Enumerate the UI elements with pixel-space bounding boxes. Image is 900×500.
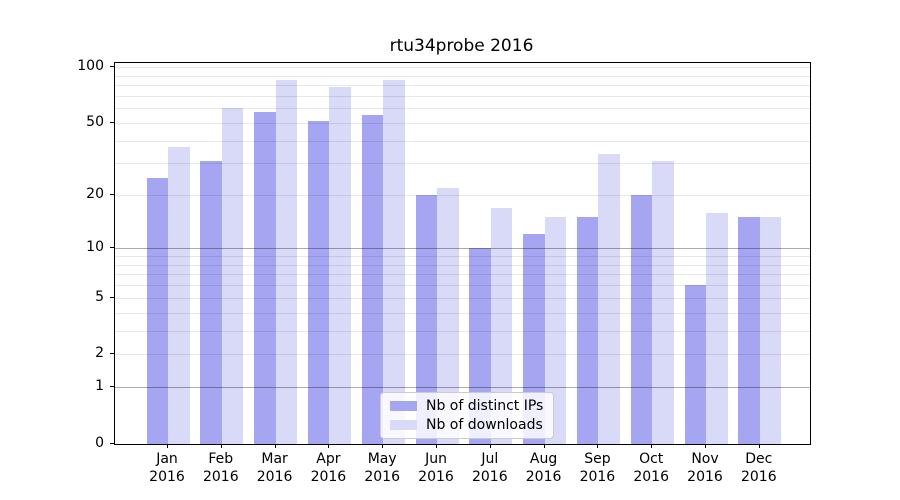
legend-label-distinct-ips: Nb of distinct IPs bbox=[426, 398, 544, 414]
chart-title: rtu34probe 2016 bbox=[389, 36, 534, 56]
bar-sep-downloads bbox=[598, 153, 620, 444]
x-tick-sep bbox=[597, 444, 599, 448]
x-tick-label-jul: Jul 2016 bbox=[471, 451, 508, 485]
y-tick-1 bbox=[110, 386, 114, 388]
y-tick-5 bbox=[110, 296, 114, 298]
x-tick-label-oct: Oct 2016 bbox=[633, 451, 669, 485]
x-tick-dec bbox=[758, 444, 760, 448]
gridline-4 bbox=[115, 312, 810, 314]
gridline-80 bbox=[115, 85, 810, 86]
bar-nov-distinct-ips bbox=[684, 285, 706, 444]
legend: Nb of distinct IPs Nb of downloads bbox=[380, 392, 555, 439]
x-tick-apr bbox=[328, 444, 330, 448]
gridline-60 bbox=[115, 108, 810, 110]
x-tick-jan bbox=[167, 444, 168, 448]
x-tick-label-nov: Nov 2016 bbox=[687, 451, 723, 485]
bar-jan-downloads bbox=[168, 146, 190, 444]
y-tick-label-0: 0 bbox=[95, 435, 104, 451]
bar-dec-distinct-ips bbox=[738, 217, 760, 444]
legend-swatch-distinct-ips bbox=[390, 401, 417, 411]
bar-apr-distinct-ips bbox=[307, 121, 330, 444]
bar-mar-distinct-ips bbox=[254, 112, 276, 444]
x-tick-aug bbox=[543, 444, 545, 448]
y-tick-2 bbox=[110, 353, 114, 355]
bar-jan-distinct-ips bbox=[146, 177, 168, 444]
y-tick-20 bbox=[110, 194, 114, 196]
gridline-10 bbox=[115, 248, 810, 250]
x-tick-label-sep: Sep 2016 bbox=[579, 451, 616, 485]
gridline-90 bbox=[115, 75, 810, 77]
y-tick-label-100: 100 bbox=[77, 57, 104, 74]
x-tick-oct bbox=[651, 444, 653, 448]
gridline-100 bbox=[115, 66, 810, 68]
legend-item-distinct-ips: Nb of distinct IPs bbox=[390, 398, 543, 414]
legend-swatch-downloads bbox=[390, 420, 417, 430]
bar-may-downloads bbox=[383, 80, 405, 444]
x-tick-label-jun: Jun 2016 bbox=[418, 451, 454, 485]
x-tick-label-apr: Apr 2016 bbox=[310, 451, 347, 485]
x-tick-label-dec: Dec 2016 bbox=[740, 451, 777, 485]
bar-aug-distinct-ips bbox=[523, 234, 545, 444]
y-tick-label-50: 50 bbox=[86, 113, 104, 130]
y-tick-label-10: 10 bbox=[86, 239, 104, 256]
x-tick-nov bbox=[705, 444, 706, 448]
gridline-30 bbox=[115, 163, 810, 165]
legend-label-downloads: Nb of downloads bbox=[426, 417, 543, 433]
bar-dec-downloads bbox=[759, 217, 782, 444]
y-tick-10 bbox=[110, 247, 114, 249]
gridline-9 bbox=[115, 255, 810, 257]
y-tick-100 bbox=[110, 65, 114, 67]
x-tick-feb bbox=[220, 444, 222, 448]
gridline-20 bbox=[115, 195, 810, 197]
gridline-6 bbox=[115, 285, 810, 286]
bar-feb-distinct-ips bbox=[200, 160, 222, 444]
y-tick-label-2: 2 bbox=[95, 345, 104, 362]
y-tick-50 bbox=[110, 121, 114, 123]
x-tick-mar bbox=[274, 444, 276, 448]
gridline-3 bbox=[115, 330, 810, 332]
x-tick-jun bbox=[436, 444, 437, 448]
x-tick-may bbox=[382, 444, 384, 448]
bar-sep-distinct-ips bbox=[576, 217, 599, 444]
gridline-70 bbox=[115, 95, 810, 97]
legend-item-downloads: Nb of downloads bbox=[390, 417, 543, 433]
x-tick-jul bbox=[489, 444, 491, 448]
gridline-50 bbox=[115, 122, 810, 124]
plot-area bbox=[114, 62, 811, 445]
bar-apr-downloads bbox=[329, 87, 351, 444]
gridline-40 bbox=[115, 140, 810, 142]
gridline-5 bbox=[115, 297, 810, 299]
gridline-1 bbox=[115, 387, 810, 389]
bar-oct-downloads bbox=[652, 160, 674, 444]
bar-may-distinct-ips bbox=[361, 115, 384, 444]
y-tick-label-20: 20 bbox=[86, 186, 104, 203]
y-tick-label-1: 1 bbox=[95, 378, 104, 395]
bar-aug-downloads bbox=[544, 217, 567, 444]
gridline-2 bbox=[115, 354, 810, 356]
bar-feb-downloads bbox=[221, 108, 244, 444]
bar-jun-downloads bbox=[437, 187, 459, 444]
x-tick-label-feb: Feb 2016 bbox=[202, 451, 239, 485]
bar-mar-downloads bbox=[275, 80, 298, 444]
bar-nov-downloads bbox=[706, 212, 728, 444]
gridline-7 bbox=[115, 274, 810, 276]
x-tick-label-mar: Mar 2016 bbox=[256, 451, 293, 485]
gridline-8 bbox=[115, 264, 810, 266]
y-tick-label-5: 5 bbox=[95, 288, 104, 305]
bar-oct-distinct-ips bbox=[630, 195, 653, 444]
x-tick-label-may: May 2016 bbox=[364, 451, 400, 485]
bar-jul-downloads bbox=[490, 207, 513, 444]
x-tick-label-aug: Aug 2016 bbox=[525, 451, 562, 485]
x-tick-label-jan: Jan 2016 bbox=[149, 451, 185, 485]
y-tick-0 bbox=[110, 443, 114, 444]
bar-jun-distinct-ips bbox=[415, 195, 437, 444]
